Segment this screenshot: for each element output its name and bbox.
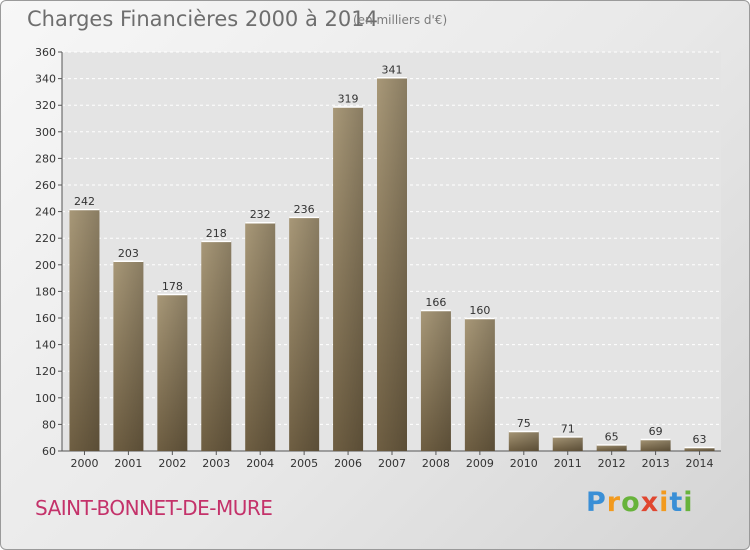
y-tick-label: 320 <box>35 99 56 112</box>
value-label: 71 <box>561 422 575 435</box>
x-tick-label: 2005 <box>290 457 318 470</box>
y-tick-label: 120 <box>35 365 56 378</box>
value-label: 203 <box>118 247 139 260</box>
bar-shade <box>201 240 232 451</box>
value-label: 218 <box>206 227 227 240</box>
y-tick-label: 240 <box>35 206 56 219</box>
y-tick-label: 300 <box>35 126 56 139</box>
y-tick-label: 340 <box>35 73 56 86</box>
x-tick-label: 2002 <box>158 457 186 470</box>
logo-letter: x <box>640 487 660 518</box>
x-tick-label: 2004 <box>246 457 274 470</box>
value-label: 178 <box>162 280 183 293</box>
y-tick-label: 220 <box>35 232 56 245</box>
x-tick-label: 2011 <box>554 457 582 470</box>
x-tick-label: 2003 <box>202 457 230 470</box>
chart-title: Charges Financières 2000 à 2014 <box>27 7 378 31</box>
bar-shade <box>508 431 539 451</box>
logo-letter: i <box>683 487 694 518</box>
y-tick-label: 80 <box>42 418 56 431</box>
logo-letter: P <box>586 487 607 518</box>
bar-shade <box>157 294 188 451</box>
x-tick-label: 2014 <box>686 457 714 470</box>
x-tick-label: 2010 <box>510 457 538 470</box>
x-tick-label: 2013 <box>642 457 670 470</box>
bar-shade <box>289 216 320 451</box>
value-label: 242 <box>74 195 95 208</box>
bar-shade <box>69 208 100 451</box>
value-label: 319 <box>338 93 359 106</box>
bar-shade <box>684 447 715 451</box>
y-tick-label: 100 <box>35 392 56 405</box>
chart-subtitle: (en milliers d'€) <box>353 13 448 27</box>
y-tick-label: 160 <box>35 312 56 325</box>
value-label: 160 <box>469 304 490 317</box>
y-tick-label: 260 <box>35 179 56 192</box>
bar-shade <box>596 444 627 451</box>
value-label: 63 <box>693 433 707 446</box>
logo-letter: o <box>621 487 641 518</box>
x-tick-label: 2006 <box>334 457 362 470</box>
value-label: 236 <box>294 203 315 216</box>
x-tick-label: 2008 <box>422 457 450 470</box>
bar-shade <box>420 310 451 451</box>
bar-shade <box>113 260 144 451</box>
logo-letter: t <box>669 487 684 518</box>
bar-shade <box>377 77 407 452</box>
value-label: 341 <box>382 63 403 76</box>
bar-shade <box>464 318 495 451</box>
value-label: 232 <box>250 208 271 221</box>
y-tick-label: 360 <box>35 46 56 59</box>
x-tick-label: 2009 <box>466 457 494 470</box>
town-name: SAINT-BONNET-DE-MURE <box>35 496 273 520</box>
x-tick-label: 2001 <box>114 457 142 470</box>
y-tick-label: 60 <box>42 445 56 458</box>
y-tick-label: 140 <box>35 339 56 352</box>
logo-letter: r <box>606 487 622 518</box>
y-tick-label: 280 <box>35 152 56 165</box>
y-tick-label: 180 <box>35 285 56 298</box>
bar-shade <box>552 436 583 451</box>
x-tick-label: 2000 <box>70 457 98 470</box>
value-label: 69 <box>649 425 663 438</box>
proxiti-logo: Proxiti <box>586 487 694 518</box>
bar-shade <box>333 106 364 451</box>
value-label: 166 <box>425 296 446 309</box>
x-tick-label: 2007 <box>378 457 406 470</box>
logo-letter: i <box>659 487 670 518</box>
bar-shade <box>640 439 671 451</box>
y-tick-label: 200 <box>35 259 56 272</box>
x-tick-label: 2012 <box>598 457 626 470</box>
value-label: 65 <box>605 430 619 443</box>
bar-shade <box>245 222 276 451</box>
value-label: 75 <box>517 417 531 430</box>
